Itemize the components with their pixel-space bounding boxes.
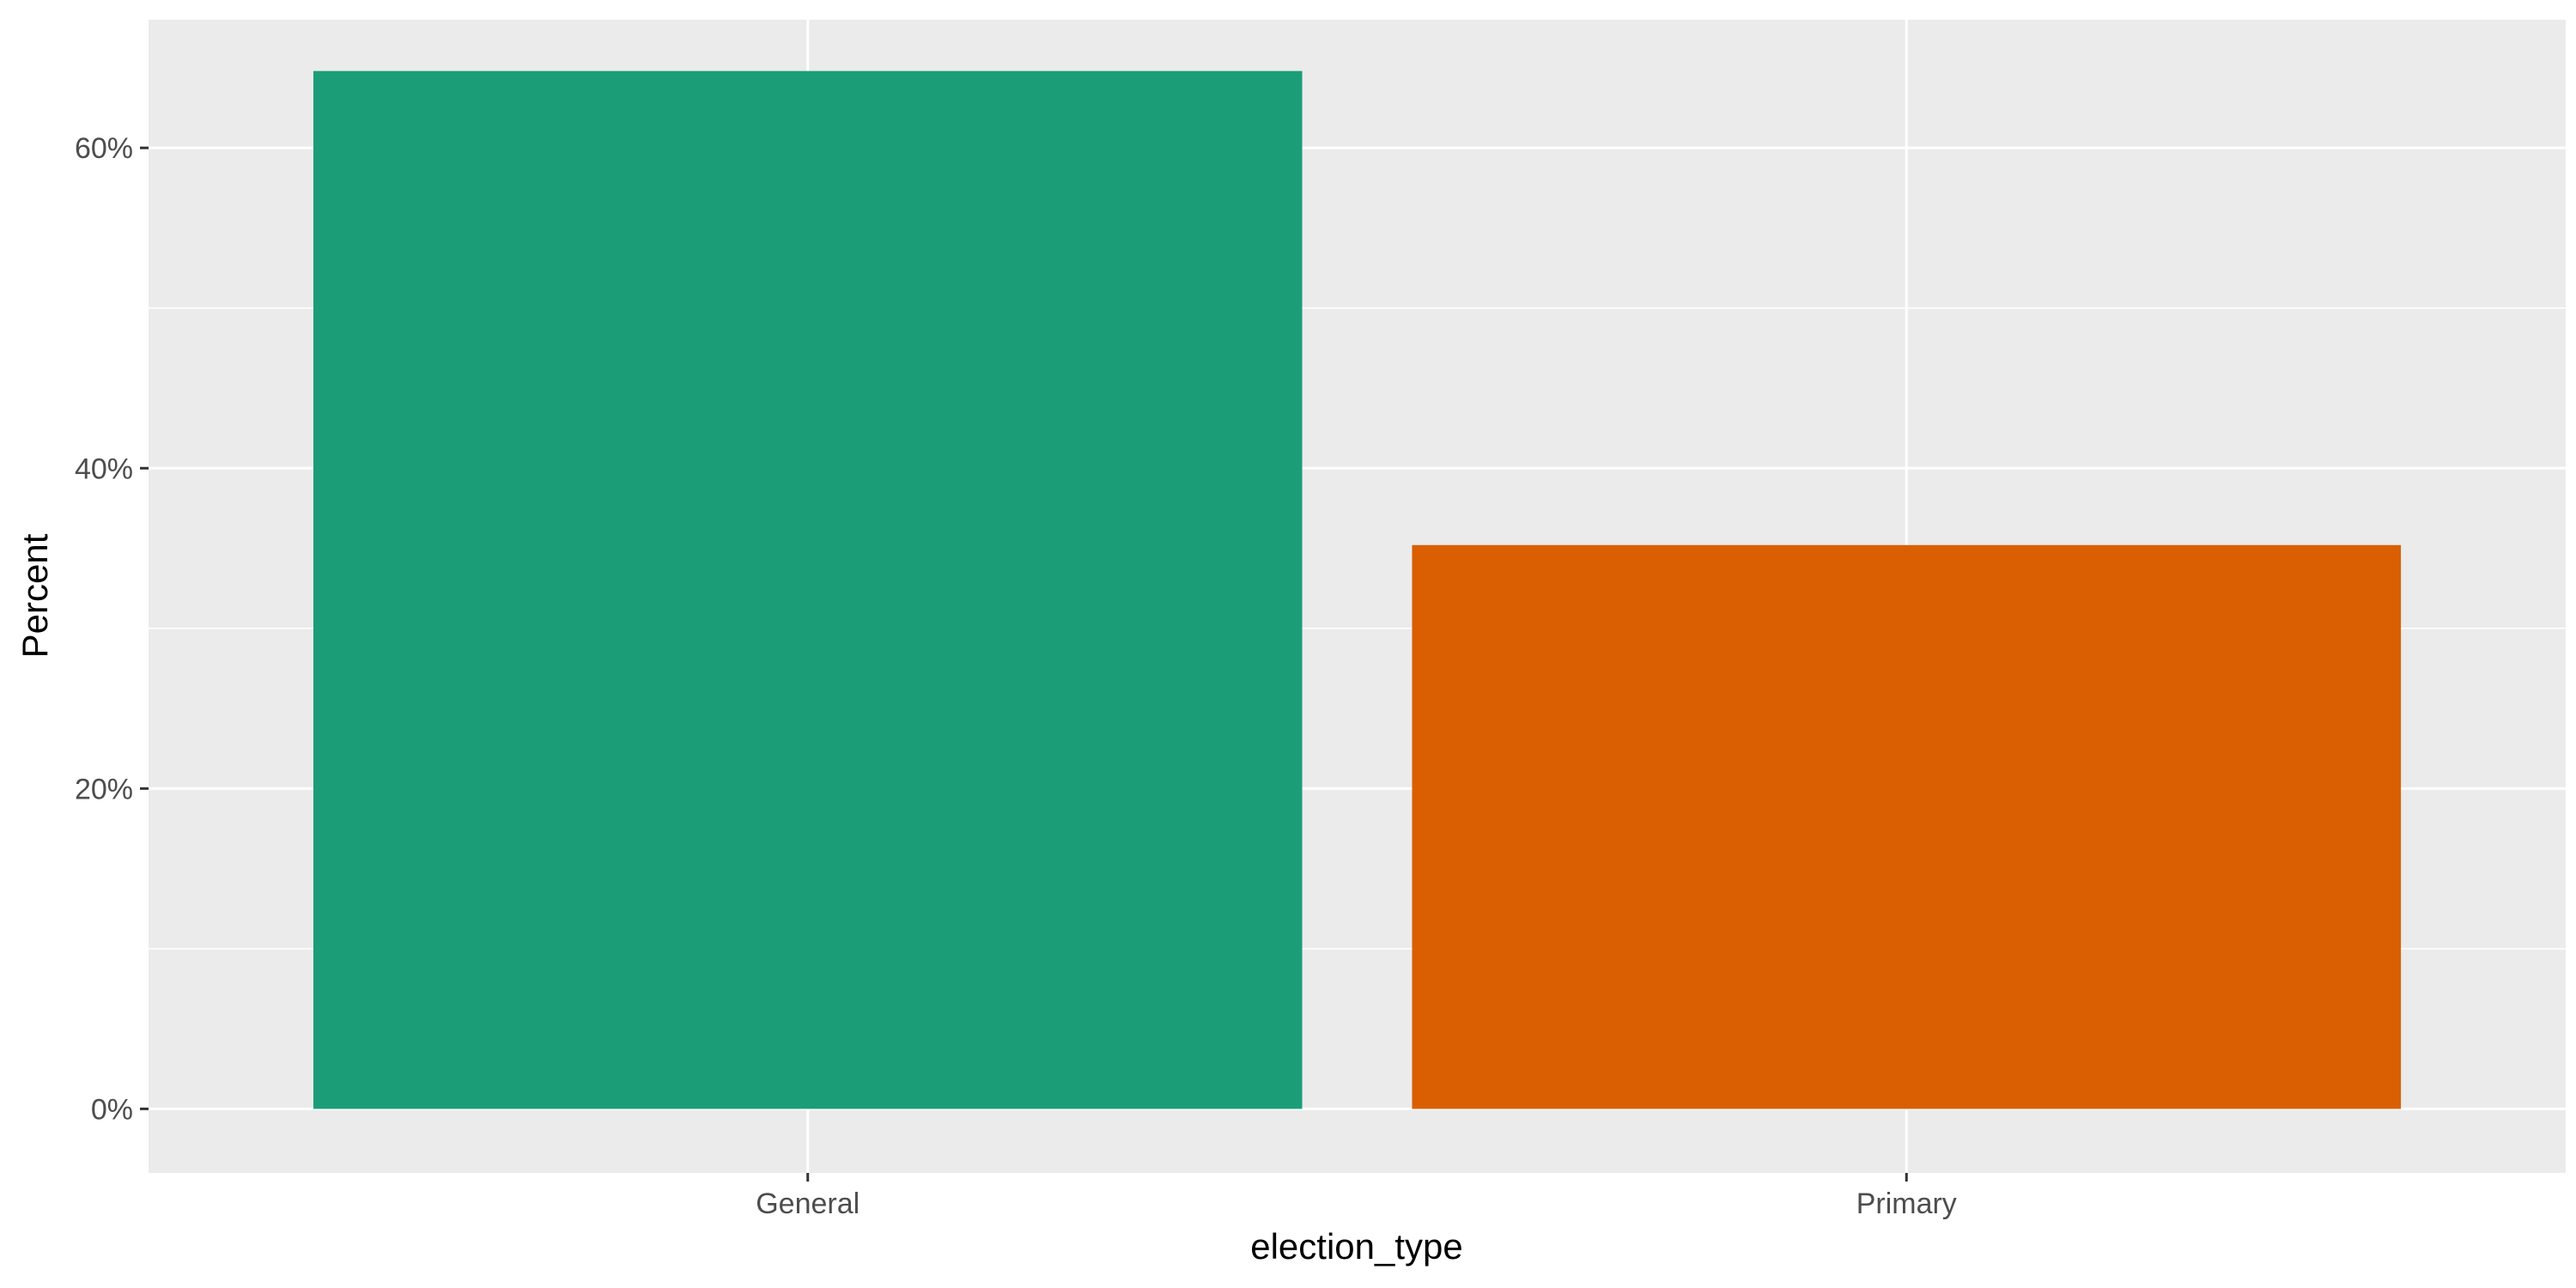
bar-primary [1412, 544, 2402, 1109]
x-tick-label: Primary [1856, 1188, 1957, 1220]
bars [313, 70, 2402, 1109]
bar-general [313, 70, 1303, 1109]
x-tick-label: General [756, 1188, 860, 1220]
y-tick-label: 20% [75, 773, 133, 805]
y-axis: 0% 20% 40% 60% [75, 132, 149, 1126]
y-tick-label: 60% [75, 132, 133, 165]
x-axis: General Primary [756, 1173, 1957, 1220]
y-tick-label: 40% [75, 453, 133, 485]
x-axis-title: election_type [1250, 1226, 1463, 1267]
y-tick-label: 0% [91, 1093, 133, 1126]
y-axis-title: Percent [15, 533, 55, 658]
